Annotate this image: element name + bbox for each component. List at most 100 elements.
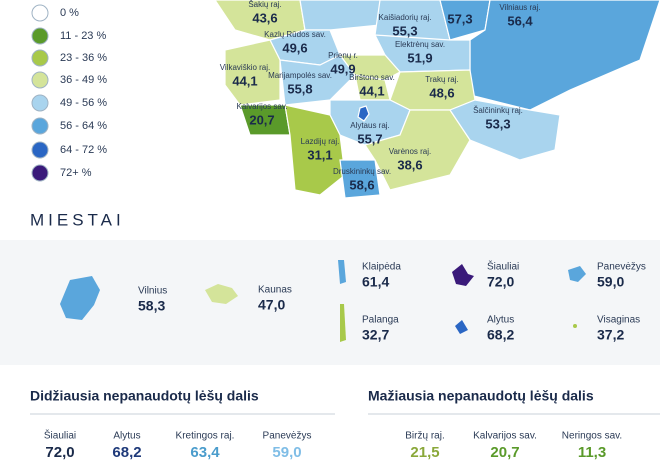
region-value: 44,1 <box>232 73 257 88</box>
city-name: Alytus <box>487 315 514 326</box>
region-value: 56,4 <box>507 13 533 28</box>
region-value: 53,3 <box>485 116 510 131</box>
region-value: 55,3 <box>392 23 417 38</box>
region-value: 55,8 <box>287 81 312 96</box>
region-name: Lazdijų raj. <box>301 137 340 146</box>
region-name: Marijampolės sav. <box>268 71 332 80</box>
city-value: 32,7 <box>362 327 389 343</box>
city-name: Visaginas <box>597 315 640 326</box>
city-name: Palanga <box>362 315 399 326</box>
region-value: 48,6 <box>429 85 454 100</box>
region-name: Kalvarijos sav. <box>237 102 288 111</box>
region-name: Trakų raj. <box>425 75 459 84</box>
city-name: Šiauliai <box>487 260 519 273</box>
city-shape <box>357 105 370 122</box>
region-name: Druskininkų sav. <box>333 167 391 176</box>
region-value: 49,6 <box>282 40 307 55</box>
section-title: MIESTAI <box>30 210 125 229</box>
legend-swatch <box>31 141 49 159</box>
rank-name: Kretingos raj. <box>176 431 235 442</box>
city-icon <box>60 276 100 320</box>
city-icon <box>340 304 346 342</box>
region-name: Birštono sav. <box>349 73 395 82</box>
region-name: Prienų r. <box>328 51 358 60</box>
legend-swatch <box>31 4 49 22</box>
region-value: 43,6 <box>252 10 277 25</box>
city-name: Klaipėda <box>362 262 401 273</box>
legend-swatch <box>31 27 49 45</box>
legend-label: 0 % <box>60 7 79 19</box>
region-name: Vilniaus raj. <box>499 3 540 12</box>
region-name: Šakių raj. <box>248 0 281 9</box>
legend-label: 36 - 49 % <box>60 74 107 86</box>
region-shape <box>449 99 561 161</box>
region-value: 58,6 <box>349 177 374 192</box>
city-icon <box>573 324 577 328</box>
legend-swatch <box>31 117 49 135</box>
region-value: 51,9 <box>407 50 432 65</box>
city-icon <box>205 284 238 304</box>
region-shape <box>339 159 381 199</box>
region-name: Varėnos raj. <box>389 147 432 156</box>
region-shape <box>299 0 391 31</box>
city-name: Vilnius <box>138 286 167 297</box>
legend-swatch <box>31 164 49 182</box>
rank-value: 11,3 <box>578 444 606 461</box>
region-value: 49,9 <box>330 61 355 76</box>
region-shape <box>338 54 401 81</box>
cities-panel <box>0 240 660 365</box>
region-shape <box>469 0 660 111</box>
city-value: 59,0 <box>597 274 624 290</box>
city-value: 68,2 <box>487 327 514 343</box>
rank-name: Alytus <box>113 431 140 442</box>
legend-swatch <box>31 71 49 89</box>
region-name: Šalčininkų raj. <box>473 106 523 115</box>
rank-value: 20,7 <box>490 444 519 461</box>
legend-label: 49 - 56 % <box>60 97 107 109</box>
region-value: 31,1 <box>307 147 332 162</box>
legend-swatch <box>31 94 49 112</box>
legend-swatch <box>31 49 49 67</box>
city-name: Kaunas <box>258 285 292 296</box>
city-icon <box>455 320 468 334</box>
region-name: Vilkaviškio raj. <box>220 63 271 72</box>
region-value: 38,6 <box>397 157 422 172</box>
legend-label: 56 - 64 % <box>60 120 107 132</box>
city-value: 58,3 <box>138 298 165 314</box>
region-shape <box>284 104 346 196</box>
region-name: Kazlų Rūdos sav. <box>264 30 326 39</box>
region-value: 44,1 <box>359 83 384 98</box>
region-value: 57,3 <box>447 11 472 26</box>
rank-name: Biržų raj. <box>405 431 444 442</box>
legend-label: 72+ % <box>60 167 92 179</box>
rank-value: 72,0 <box>45 444 74 461</box>
legend-label: 11 - 23 % <box>60 30 106 42</box>
region-name: Alytaus raj. <box>350 121 390 130</box>
legend-label: 23 - 36 % <box>60 52 107 64</box>
city-icons <box>60 260 586 342</box>
legend-label: 64 - 72 % <box>60 144 107 156</box>
city-name: Panevėžys <box>597 262 646 273</box>
region-value: 55,7 <box>357 131 382 146</box>
rank-value: 63,4 <box>190 444 220 461</box>
section-title: Didžiausia nepanaudotų lėšų dalis <box>30 388 259 404</box>
city-value: 72,0 <box>487 274 514 290</box>
region-shape <box>224 39 281 106</box>
rank-value: 68,2 <box>112 444 141 461</box>
city-value: 37,2 <box>597 327 624 343</box>
rank-name: Kalvarijos sav. <box>473 431 537 442</box>
rank-name: Panevėžys <box>263 431 312 442</box>
city-value: 61,4 <box>362 274 389 290</box>
map <box>214 0 660 199</box>
rank-value: 59,0 <box>272 444 301 461</box>
city-icon <box>568 266 586 282</box>
city-icon <box>338 260 346 284</box>
rank-name: Šiauliai <box>44 429 76 442</box>
region-name: Kaišiadorių raj. <box>379 13 432 22</box>
region-value: 20,7 <box>249 112 274 127</box>
rank-value: 21,5 <box>410 444 439 461</box>
city-icon <box>452 264 474 286</box>
section-title: Mažiausia nepanaudotų lėšų dalis <box>368 388 594 404</box>
region-name: Elektrėnų sav. <box>395 40 445 49</box>
